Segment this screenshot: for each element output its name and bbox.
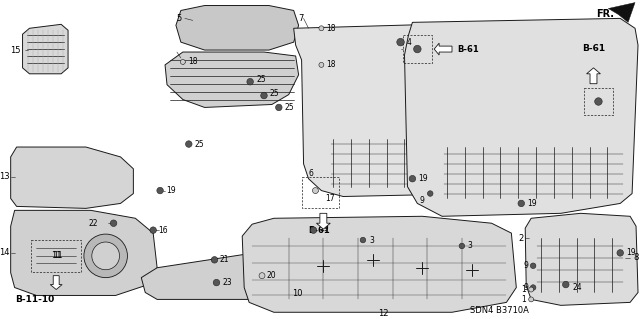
Circle shape [595,99,602,105]
Circle shape [214,280,219,285]
Bar [403,35,432,63]
Text: 13: 13 [0,172,10,181]
Bar [31,240,81,272]
Text: 3: 3 [370,235,375,245]
Circle shape [319,26,324,31]
Circle shape [84,234,127,278]
Polygon shape [11,147,133,208]
Text: 25: 25 [270,89,280,98]
Circle shape [410,176,415,181]
Text: 21: 21 [220,255,229,264]
Circle shape [262,93,266,98]
Circle shape [531,264,535,268]
Polygon shape [404,19,638,216]
Polygon shape [176,5,299,50]
Text: 17: 17 [325,194,335,203]
Circle shape [397,39,403,45]
Circle shape [460,244,464,248]
Circle shape [186,142,191,146]
Text: 1: 1 [522,295,526,304]
Polygon shape [316,213,330,229]
Polygon shape [609,3,635,22]
Text: SDN4 B3710A: SDN4 B3710A [470,306,529,315]
Text: 19: 19 [319,224,329,233]
Text: B-61: B-61 [457,45,479,54]
Text: 25: 25 [256,75,266,84]
Text: 25: 25 [195,139,204,149]
Circle shape [276,105,282,110]
Text: 5: 5 [176,14,181,23]
Circle shape [618,250,623,256]
Text: 18: 18 [326,60,336,70]
Text: 25: 25 [285,103,294,112]
Text: 4: 4 [406,38,412,47]
Polygon shape [587,68,600,84]
Text: 24: 24 [573,283,582,292]
Text: 19: 19 [419,174,428,183]
Text: 15: 15 [10,46,20,55]
Circle shape [111,221,116,226]
Polygon shape [242,216,516,312]
Polygon shape [11,210,157,295]
Circle shape [414,46,420,52]
Circle shape [248,79,253,84]
Text: 19: 19 [166,186,175,195]
Circle shape [529,287,534,292]
Bar [35,243,78,269]
Text: 19: 19 [527,199,537,208]
Text: B-61: B-61 [582,44,605,53]
Text: 3: 3 [468,241,473,250]
Polygon shape [141,253,314,300]
Polygon shape [294,22,521,197]
Text: 20: 20 [267,271,276,280]
Text: B-61: B-61 [308,226,330,235]
Text: 22: 22 [88,219,98,228]
Text: 6: 6 [308,169,314,178]
Text: 8: 8 [633,253,639,262]
Text: 12: 12 [378,309,388,318]
Circle shape [212,257,217,262]
Circle shape [311,228,316,233]
Text: 11: 11 [53,251,63,260]
Text: 9: 9 [524,261,528,270]
Circle shape [531,286,535,290]
Circle shape [519,201,524,206]
Text: 1: 1 [522,285,526,294]
Text: 11: 11 [51,251,61,260]
Circle shape [361,238,365,242]
Polygon shape [51,276,62,290]
Circle shape [563,282,568,287]
Circle shape [259,273,265,278]
Text: 18: 18 [188,57,197,66]
Text: 9: 9 [524,283,528,292]
Polygon shape [525,213,638,305]
Text: 23: 23 [223,278,232,287]
Circle shape [180,59,186,64]
Text: 18: 18 [326,24,336,33]
Bar [301,177,339,208]
Text: 16: 16 [158,226,168,235]
Circle shape [150,228,156,233]
Polygon shape [434,43,452,55]
Text: B-11-10: B-11-10 [15,295,54,304]
Text: 14: 14 [0,249,10,257]
Circle shape [157,188,163,193]
Text: 9: 9 [419,196,424,205]
Circle shape [428,191,432,196]
Circle shape [312,188,319,194]
Text: 2: 2 [518,234,524,242]
Text: 7: 7 [299,14,304,23]
Circle shape [529,297,534,302]
Polygon shape [165,52,299,108]
Bar [584,88,613,115]
Circle shape [92,242,120,270]
Polygon shape [22,24,68,74]
Circle shape [319,63,324,67]
Text: FR.: FR. [596,10,614,19]
Text: 10: 10 [292,289,302,298]
Text: 19: 19 [626,249,636,257]
